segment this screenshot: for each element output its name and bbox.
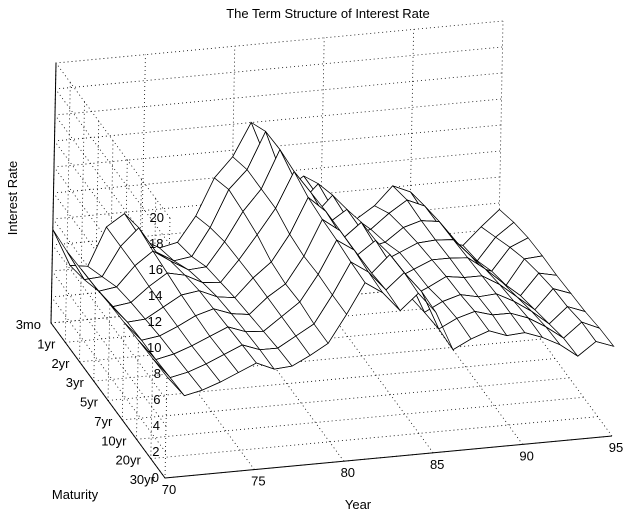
series-line-10yr [138,239,586,361]
y-tick-label: 30yr [130,472,156,487]
y-tick-label: 2yr [51,356,70,371]
z-tick-label: 14 [148,288,162,303]
series-line-7yr [123,218,571,341]
x-tick-label: 95 [609,440,623,455]
series-line-30yr [166,282,614,397]
y-axis-label: Maturity [52,487,99,502]
x-tick-label: 85 [430,457,444,472]
z-tick-label: 6 [153,392,160,407]
x-tick-label: 70 [162,482,176,497]
y-tick-label: 3yr [66,375,85,390]
y-tick-label: 10yr [101,433,127,448]
z-tick-label: 2 [152,444,159,459]
z-tick-label: 16 [149,262,163,277]
z-tick-label: 4 [153,418,160,433]
x-tick-label: 80 [341,465,355,480]
z-tick-label: 12 [148,314,162,329]
x-axis-label: Year [345,497,372,512]
y-tick-label: 5yr [80,395,99,410]
z-tick-label: 8 [154,366,161,381]
surface-mesh [52,121,615,397]
axis-line [164,435,613,479]
y-tick-label: 7yr [94,414,113,429]
z-axis-label: Interest Rate [5,161,20,235]
z-tick-label: 20 [150,210,164,225]
z-tick-label: 10 [147,340,161,355]
z-tick-label: 18 [149,236,163,251]
series-line-20yr [152,261,600,378]
axes-frame [50,62,613,479]
z-tick-label: 0 [152,470,159,485]
tick-labels: 0 2 4 6 8 10 12 14 16 18 20 70 75 80 85 90 95 3mo 1yr 2yr 3y… [16,210,624,497]
y-tick-label: 3mo [16,317,41,332]
x-tick-label: 90 [519,448,533,463]
chart-title: The Term Structure of Interest Rate [226,6,430,21]
y-tick-label: 1yr [37,336,56,351]
y-tick-label: 20yr [116,453,142,468]
x-tick-label: 75 [251,474,265,489]
axis-line [50,322,166,479]
axis-line [50,62,57,324]
series-line-5yr [109,196,557,323]
